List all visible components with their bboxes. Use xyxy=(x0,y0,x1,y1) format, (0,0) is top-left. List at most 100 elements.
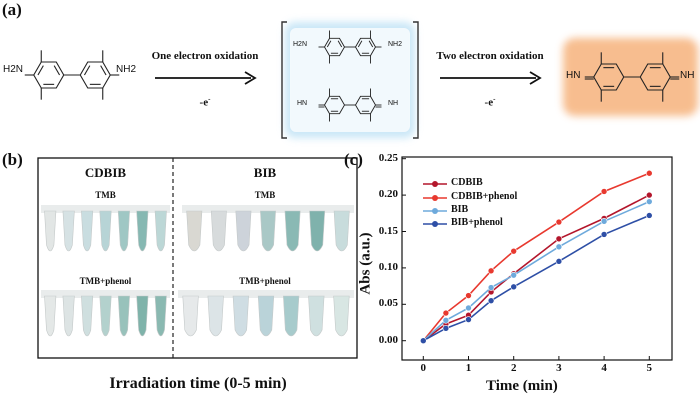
data-point xyxy=(600,188,608,195)
data-point xyxy=(555,218,563,226)
double-bond xyxy=(357,40,363,48)
data-point xyxy=(645,212,653,219)
double-bond xyxy=(368,40,374,48)
tube xyxy=(154,295,167,337)
tube xyxy=(136,210,149,252)
data-point xyxy=(555,235,563,243)
data-point xyxy=(645,198,653,205)
tube xyxy=(232,295,249,337)
tubes-cdbib-tmb xyxy=(41,205,170,252)
legend-entry: CDBIB+phenol xyxy=(451,191,518,202)
double-bond xyxy=(326,40,332,48)
tube xyxy=(235,210,252,252)
x-tick-label: 1 xyxy=(465,362,472,374)
data-point xyxy=(510,271,518,279)
tube xyxy=(257,295,275,337)
legend-entry: CDBIB xyxy=(451,177,483,188)
tube xyxy=(284,210,301,252)
panel-b-xlabel: Irradiation time (0-5 min) xyxy=(109,375,287,392)
series-bib-phenol xyxy=(419,212,653,345)
row1-label-cdbib: TMB xyxy=(95,190,116,200)
tube xyxy=(207,295,224,337)
intermediate-lower-right-group: NH xyxy=(388,100,399,107)
data-point xyxy=(555,258,563,265)
intermediate-imine-molecule xyxy=(318,88,382,122)
x-axis-label: Time (min) xyxy=(486,378,558,394)
data-point xyxy=(419,337,427,345)
tube xyxy=(81,295,94,337)
tube xyxy=(260,210,276,252)
y-tick-label: 0.20 xyxy=(378,188,398,201)
data-point xyxy=(487,297,495,304)
step1-label: One electron oxidation xyxy=(151,50,259,62)
x-tick-label: 4 xyxy=(601,362,607,374)
data-point xyxy=(487,284,495,291)
y-tick-label: 0.25 xyxy=(378,151,398,164)
tube xyxy=(136,295,149,337)
tube xyxy=(210,210,227,252)
tube-caps xyxy=(182,205,354,213)
row2-label-cdbib: TMB+phenol xyxy=(79,276,132,286)
y-tick-label: 0.05 xyxy=(378,297,398,310)
data-point xyxy=(465,304,472,312)
panel-c-label: (c) xyxy=(344,150,363,169)
tube xyxy=(99,295,112,337)
panel-a-label: (a) xyxy=(2,0,22,19)
double-bond xyxy=(37,65,44,76)
tube-caps xyxy=(41,205,170,213)
y-tick-label: 0.15 xyxy=(378,224,398,237)
tube xyxy=(62,295,75,337)
data-point xyxy=(555,243,563,251)
double-bond xyxy=(83,65,91,76)
reactant-left-group: H2N xyxy=(3,64,24,75)
legend-entry: BIB xyxy=(451,204,469,215)
tube xyxy=(182,295,199,337)
step1-electron: -e- xyxy=(199,95,211,109)
series-line xyxy=(422,214,650,342)
series-line xyxy=(422,200,650,342)
product-right-group: NH xyxy=(680,70,695,81)
legend-marker xyxy=(432,195,438,201)
tube xyxy=(44,295,57,337)
tubes-cdbib-tmb-phenol xyxy=(41,290,170,337)
tubes-bib-tmb xyxy=(182,205,354,252)
x-tick-label: 3 xyxy=(556,362,562,374)
tube xyxy=(117,210,130,252)
tube xyxy=(99,210,112,252)
double-bond xyxy=(100,65,107,76)
legend-marker xyxy=(432,181,438,187)
product-left-group: HN xyxy=(566,70,581,81)
series-cdbib-phenol xyxy=(419,169,653,345)
tube xyxy=(117,295,130,337)
left-bracket xyxy=(281,21,287,139)
intermediate-amine-molecule xyxy=(318,30,382,64)
tube-caps xyxy=(178,290,354,298)
step2-label: Two electron oxidation xyxy=(436,50,544,62)
reactant-right-group: NH2 xyxy=(116,64,137,75)
tube xyxy=(81,210,94,252)
tmb-molecule xyxy=(24,50,120,100)
panel-b-label: (b) xyxy=(2,150,23,169)
intermediate-lower-left-group: HN xyxy=(297,100,308,107)
tube xyxy=(44,210,57,252)
data-point xyxy=(442,325,450,332)
tube xyxy=(333,295,350,337)
data-point xyxy=(510,283,518,291)
tubes-bib-tmb-phenol xyxy=(178,290,354,337)
y-tick-label: 0.10 xyxy=(378,260,398,273)
tube xyxy=(186,210,203,252)
y-tick-label: 0.00 xyxy=(378,333,398,346)
data-point xyxy=(645,169,653,177)
step2-electron: -e- xyxy=(484,95,496,109)
tmb-diimine-molecule xyxy=(584,52,680,102)
tube xyxy=(333,210,350,252)
tube-caps xyxy=(41,290,170,298)
tube xyxy=(309,210,326,252)
tube xyxy=(283,295,300,337)
right-bracket xyxy=(413,21,419,139)
double-bond xyxy=(53,65,61,76)
legend-marker xyxy=(432,208,438,214)
x-tick-label: 0 xyxy=(420,362,427,374)
